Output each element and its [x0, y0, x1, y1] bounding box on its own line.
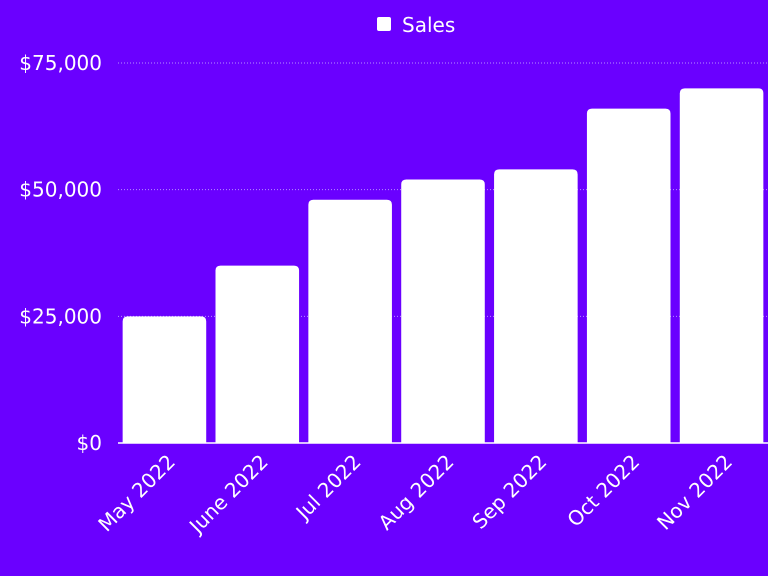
- x-tick-label: May 2022: [93, 450, 180, 537]
- x-tick-label: Jul 2022: [290, 450, 366, 526]
- y-axis-ticks: $0 $25,000 $50,000 $75,000: [19, 51, 102, 455]
- bar-june-2022: [215, 265, 300, 443]
- x-tick-label: Oct 2022: [562, 450, 644, 532]
- bar-jul-2022: [308, 199, 392, 443]
- bar-may-2022: [122, 316, 207, 443]
- y-tick-label: $50,000: [19, 178, 102, 202]
- x-tick-label: Nov 2022: [652, 450, 737, 535]
- x-tick-label: Sep 2022: [467, 450, 551, 534]
- y-tick-label: $0: [77, 431, 102, 455]
- y-tick-label: $75,000: [19, 51, 102, 75]
- legend: Sales: [377, 13, 455, 37]
- y-tick-label: $25,000: [19, 304, 102, 328]
- bar-oct-2022: [586, 108, 671, 443]
- bar-sep-2022: [494, 169, 578, 443]
- bar-aug-2022: [401, 179, 485, 444]
- bar-nov-2022: [679, 88, 764, 443]
- x-tick-label: Aug 2022: [373, 450, 458, 535]
- bars: [122, 88, 764, 444]
- legend-label: Sales: [402, 13, 455, 37]
- x-axis-ticks: May 2022 June 2022 Jul 2022 Aug 2022 Sep 202…: [93, 450, 737, 540]
- x-tick-label: June 2022: [183, 450, 273, 540]
- square-legend-icon: [377, 17, 391, 31]
